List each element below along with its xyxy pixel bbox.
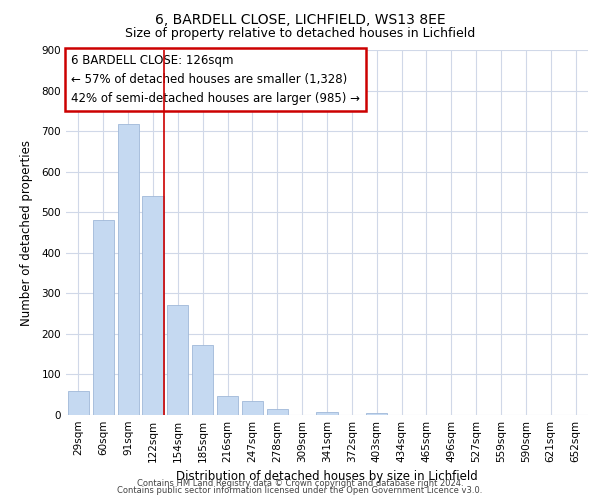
Text: Contains HM Land Registry data © Crown copyright and database right 2024.: Contains HM Land Registry data © Crown c… — [137, 478, 463, 488]
Bar — [366, 412, 387, 415]
Bar — [68, 390, 89, 415]
Text: 6 BARDELL CLOSE: 126sqm
← 57% of detached houses are smaller (1,328)
42% of semi: 6 BARDELL CLOSE: 126sqm ← 57% of detache… — [71, 54, 360, 104]
Text: Contains public sector information licensed under the Open Government Licence v3: Contains public sector information licen… — [118, 486, 482, 495]
X-axis label: Distribution of detached houses by size in Lichfield: Distribution of detached houses by size … — [176, 470, 478, 484]
Bar — [316, 412, 338, 415]
Text: Size of property relative to detached houses in Lichfield: Size of property relative to detached ho… — [125, 28, 475, 40]
Bar — [167, 304, 188, 415]
Text: 6, BARDELL CLOSE, LICHFIELD, WS13 8EE: 6, BARDELL CLOSE, LICHFIELD, WS13 8EE — [155, 12, 445, 26]
Bar — [217, 396, 238, 415]
Bar — [93, 220, 114, 415]
Bar — [267, 410, 288, 415]
Bar — [118, 124, 139, 415]
Bar — [142, 196, 164, 415]
Bar — [242, 401, 263, 415]
Bar — [192, 345, 213, 415]
Y-axis label: Number of detached properties: Number of detached properties — [20, 140, 33, 326]
